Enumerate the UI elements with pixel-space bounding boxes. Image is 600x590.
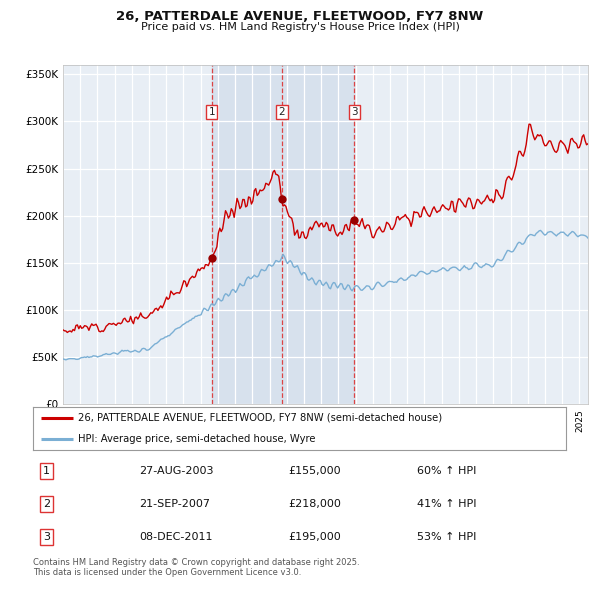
Text: Contains HM Land Registry data © Crown copyright and database right 2025.
This d: Contains HM Land Registry data © Crown c…: [33, 558, 359, 577]
Text: 27-AUG-2003: 27-AUG-2003: [140, 466, 214, 476]
Text: 1: 1: [43, 466, 50, 476]
Text: 21-SEP-2007: 21-SEP-2007: [140, 499, 211, 509]
Text: 3: 3: [43, 532, 50, 542]
Text: 3: 3: [351, 107, 358, 117]
Text: 60% ↑ HPI: 60% ↑ HPI: [416, 466, 476, 476]
Text: 08-DEC-2011: 08-DEC-2011: [140, 532, 213, 542]
Text: 26, PATTERDALE AVENUE, FLEETWOOD, FY7 8NW: 26, PATTERDALE AVENUE, FLEETWOOD, FY7 8N…: [116, 10, 484, 23]
Text: HPI: Average price, semi-detached house, Wyre: HPI: Average price, semi-detached house,…: [78, 434, 316, 444]
Bar: [212, 65, 355, 404]
Text: 53% ↑ HPI: 53% ↑ HPI: [416, 532, 476, 542]
Text: £195,000: £195,000: [289, 532, 341, 542]
Text: £218,000: £218,000: [289, 499, 341, 509]
Text: Price paid vs. HM Land Registry's House Price Index (HPI): Price paid vs. HM Land Registry's House …: [140, 22, 460, 32]
Text: 2: 2: [278, 107, 285, 117]
Text: £155,000: £155,000: [289, 466, 341, 476]
Text: 41% ↑ HPI: 41% ↑ HPI: [416, 499, 476, 509]
Text: 26, PATTERDALE AVENUE, FLEETWOOD, FY7 8NW (semi-detached house): 26, PATTERDALE AVENUE, FLEETWOOD, FY7 8N…: [78, 413, 442, 422]
Text: 1: 1: [209, 107, 215, 117]
Text: 2: 2: [43, 499, 50, 509]
